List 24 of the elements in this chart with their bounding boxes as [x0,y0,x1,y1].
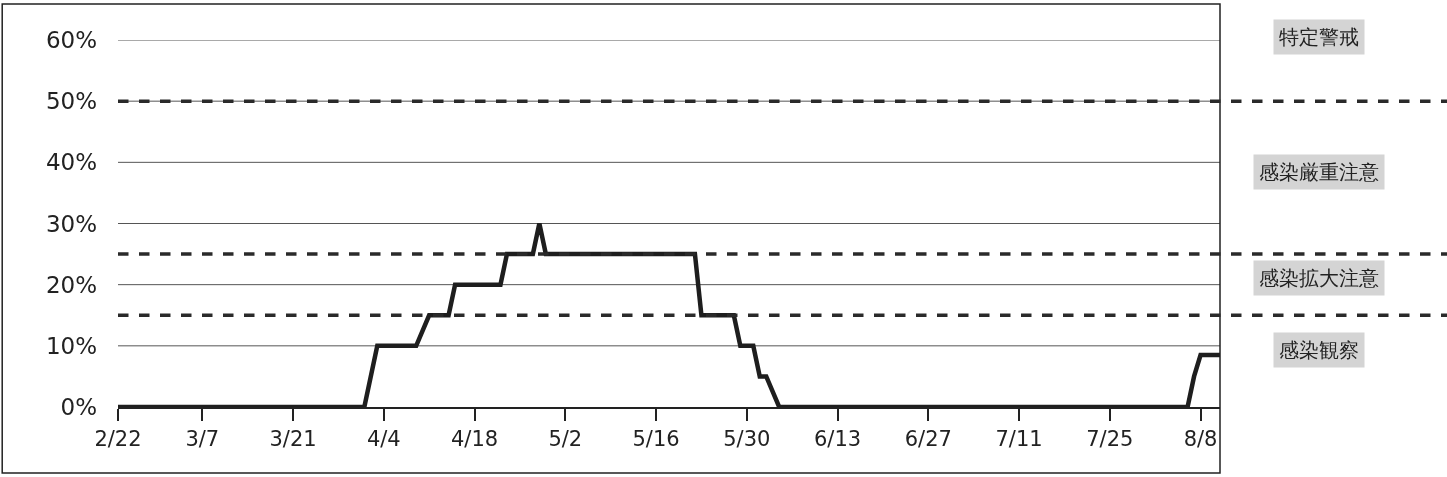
y-tick-label: 50% [45,88,97,115]
text: 特定警戒 [1279,25,1359,49]
x-tick-label: 5/2 [548,426,583,451]
x-tick-label: 5/30 [723,426,771,451]
y-tick-label: 0% [60,394,97,421]
text: 感染拡大注意 [1259,266,1379,290]
y-tick-label: 60% [45,27,97,54]
x-tick-label: 6/27 [904,426,952,451]
y-tick-label: 20% [45,271,97,298]
x-tick-label: 8/8 [1183,426,1218,451]
x-tick-label: 5/16 [632,426,680,451]
y-tick-label: 40% [45,149,97,176]
x-tick-label: 6/13 [813,426,862,451]
x-tick-label: 7/25 [1086,426,1134,451]
x-tick-label: 4/4 [366,426,401,451]
y-tick-label: 10% [45,332,97,359]
text: 感染厳重注意 [1259,160,1379,184]
x-tick-label: 7/11 [995,426,1043,451]
x-tick-label: 2/22 [94,426,142,451]
y-tick-label: 30% [45,210,97,237]
text: 感染観察 [1279,338,1359,362]
x-tick-label: 4/18 [450,426,499,451]
x-tick-label: 3/21 [269,426,317,451]
x-tick-label: 3/7 [185,426,220,451]
